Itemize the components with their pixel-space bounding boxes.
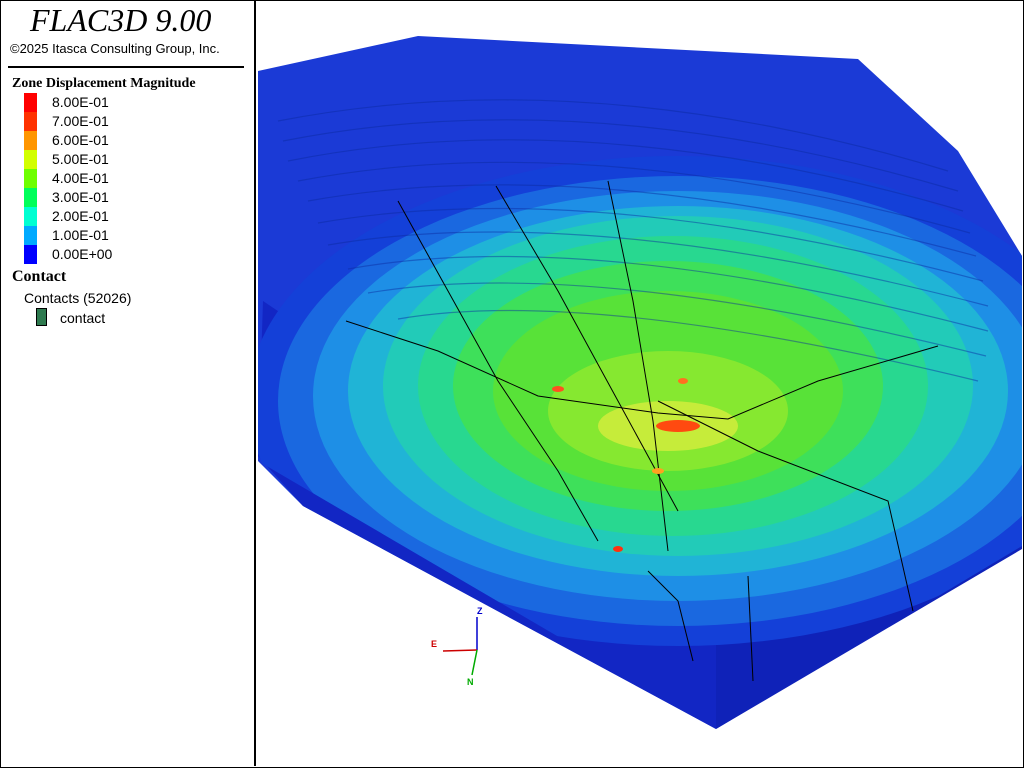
legend-divider (8, 66, 244, 68)
axis-z-label: Z (477, 606, 483, 616)
colorbar-swatch-0 (24, 93, 37, 112)
colorbar-swatch-5 (24, 188, 37, 207)
colorbar-swatch-3 (24, 150, 37, 169)
colorbar-label-7: 1.00E-01 (52, 227, 109, 243)
contact-legend-title: Contact (12, 268, 67, 285)
colorbar-label-0: 8.00E-01 (52, 94, 109, 110)
colorbar-label-5: 3.00E-01 (52, 189, 109, 205)
pit-benches (277, 99, 989, 382)
axis-e-label: E (431, 639, 438, 649)
legend-panel: FLAC3D 9.00 ©2025 Itasca Consulting Grou… (0, 0, 256, 766)
colorbar-swatch-6 (24, 207, 37, 226)
colorbar-swatch-7 (24, 226, 37, 245)
displacement-hotspots (552, 378, 688, 552)
colorbar-label-4: 4.00E-01 (52, 170, 109, 186)
colorbar-swatch-4 (24, 169, 37, 188)
colorbar-swatch-8 (24, 245, 37, 264)
colorbar-label-6: 2.00E-01 (52, 208, 109, 224)
contact-item-label: contact (60, 310, 106, 326)
colorbar-label-3: 5.00E-01 (52, 151, 109, 167)
colorbar-label-8: 0.00E+00 (52, 246, 113, 262)
displacement-contours (258, 156, 1022, 646)
colorbar-swatch-2 (24, 131, 37, 150)
contact-swatch (36, 308, 47, 326)
copyright-text: ©2025 Itasca Consulting Group, Inc. (10, 41, 220, 56)
colorbar-label-2: 6.00E-01 (52, 132, 109, 148)
colorbar-title: Zone Displacement Magnitude (12, 76, 196, 91)
axis-triad: Z E N (425, 605, 495, 690)
colorbar-swatch-1 (24, 112, 37, 131)
app-title: FLAC3D 9.00 (30, 2, 212, 38)
axis-n-label: N (467, 677, 474, 687)
colorbar-label-1: 7.00E-01 (52, 113, 109, 129)
fault-traces (345, 180, 939, 682)
model-viewport[interactable] (258, 1, 1022, 766)
open-pit-model (258, 36, 1022, 729)
contacts-group-label: Contacts (52026) (24, 290, 132, 306)
axis-triad-graphic (442, 617, 478, 676)
